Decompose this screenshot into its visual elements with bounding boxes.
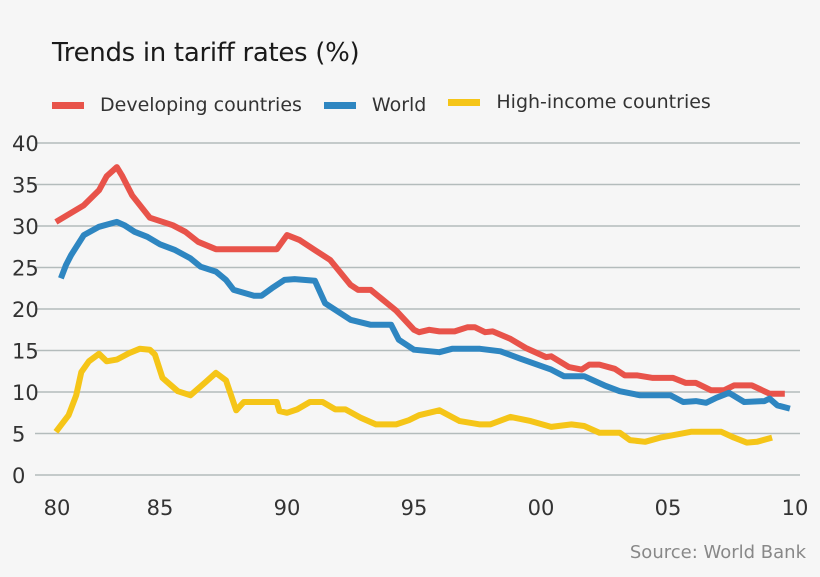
y-tick-label: 40	[12, 132, 39, 156]
legend-swatch	[323, 101, 356, 109]
series-line-2	[53, 345, 773, 446]
x-tick-label: 00	[528, 496, 555, 520]
x-tick-label: 80	[44, 496, 71, 520]
legend-item-world: World	[323, 94, 427, 116]
legend-label: World	[371, 94, 427, 116]
legend-swatch	[448, 98, 481, 106]
y-tick-label: 20	[12, 298, 39, 322]
legend-swatch	[52, 101, 84, 109]
series-line-1	[58, 218, 791, 412]
x-tick-label: 85	[147, 496, 174, 520]
legend-label: High-income countries	[496, 91, 711, 113]
x-tick-label: 10	[782, 496, 809, 520]
y-tick-label: 5	[12, 423, 25, 447]
legend-item-high-income: High-income countries	[448, 91, 711, 113]
y-tick-label: 15	[12, 340, 39, 364]
x-tick-label: 05	[655, 496, 682, 520]
y-tick-label: 30	[12, 215, 39, 239]
y-tick-label: 35	[12, 174, 39, 198]
y-tick-label: 0	[12, 464, 25, 488]
x-tick-label: 95	[401, 496, 428, 520]
series-line-0	[54, 164, 785, 397]
y-tick-label: 25	[12, 257, 39, 281]
legend: Developing countries World High-income c…	[52, 91, 733, 116]
x-tick-label: 90	[274, 496, 301, 520]
legend-item-developing: Developing countries	[52, 94, 302, 116]
legend-label: Developing countries	[100, 94, 302, 116]
y-tick-label: 10	[12, 381, 39, 405]
source-note: Source: World Bank	[629, 542, 806, 563]
chart-title: Trends in tariff rates (%)	[52, 38, 360, 68]
